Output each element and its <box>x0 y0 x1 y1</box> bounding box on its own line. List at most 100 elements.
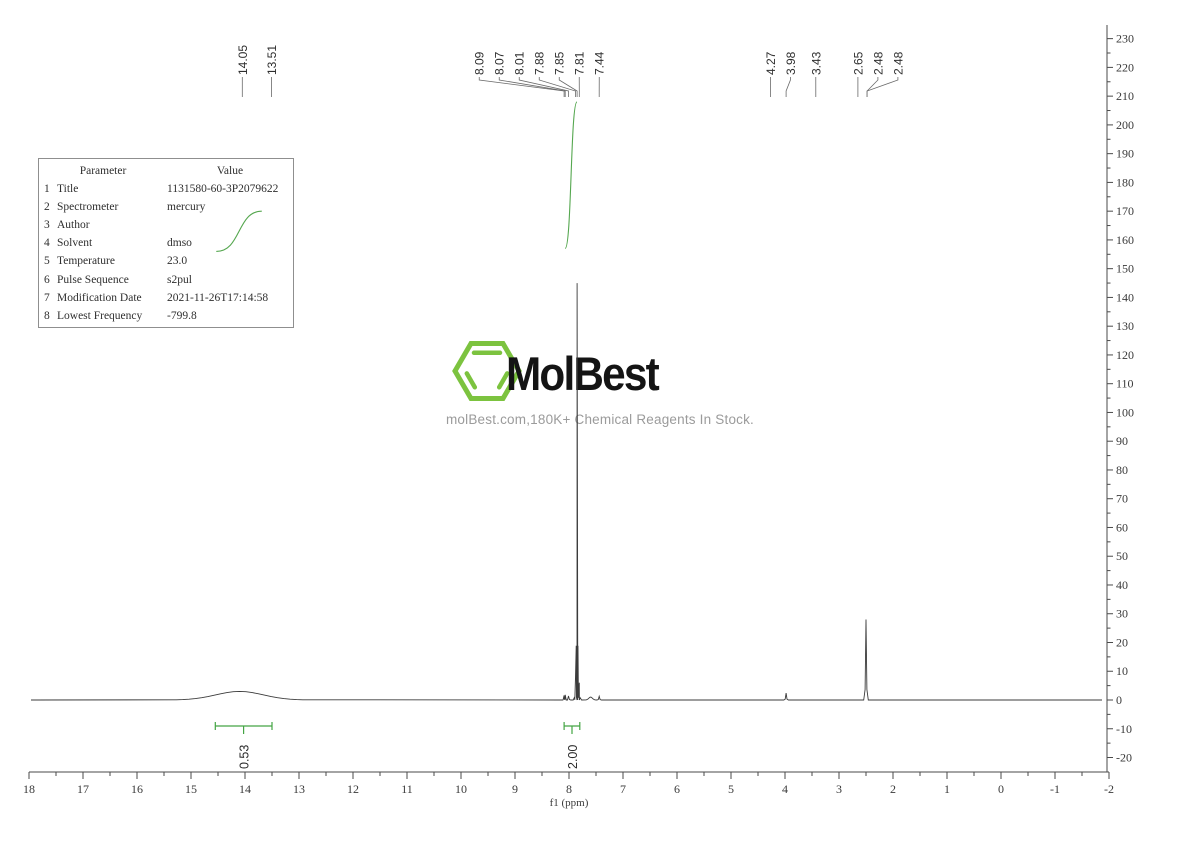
y-tick-label: 150 <box>1116 262 1134 276</box>
peak-label: 2.48 <box>891 51 905 75</box>
peak-label: 7.85 <box>553 51 567 75</box>
parameter-row: 7 Modification Date 2021-11-26T17:14:58 <box>39 289 293 307</box>
y-tick-label: 0 <box>1116 693 1122 707</box>
peak-leader-line <box>538 77 576 97</box>
y-tick-label: 40 <box>1116 578 1128 592</box>
x-tick-label: 15 <box>185 782 197 796</box>
peak-leader-line <box>478 77 565 97</box>
integral-label: 0.53 <box>238 745 252 769</box>
x-tick-label: -2 <box>1104 782 1114 796</box>
parameter-row-value: 23.0 <box>167 255 188 268</box>
y-tick-label: -20 <box>1116 751 1132 765</box>
hexagon-bond-right <box>496 371 510 390</box>
parameter-row-name: Temperature <box>57 255 115 268</box>
peak-leader-line <box>518 77 569 97</box>
peak-label: 3.98 <box>784 51 798 75</box>
peak-leader-line <box>785 77 791 97</box>
y-tick-label: 160 <box>1116 233 1134 247</box>
y-tick-label: 70 <box>1116 492 1128 506</box>
parameter-row-index: 7 <box>44 291 50 304</box>
parameter-row: 4 Solvent dmso <box>39 234 293 252</box>
peak-leader-line <box>866 77 879 97</box>
x-tick-label: 4 <box>782 782 788 796</box>
y-tick-label: 50 <box>1116 549 1128 563</box>
y-tick-label: 130 <box>1116 319 1134 333</box>
value-column-header: Value <box>216 165 244 177</box>
parameter-row-value: -799.8 <box>167 309 197 322</box>
hexagon-bond-left <box>464 371 478 390</box>
x-tick-label: 3 <box>836 782 842 796</box>
x-axis-title: f1 (ppm) <box>550 797 589 809</box>
peak-label: 7.81 <box>573 51 587 75</box>
parameter-row-index: 4 <box>44 237 50 250</box>
y-tick-label: 140 <box>1116 290 1134 304</box>
parameter-row-name: Title <box>57 183 79 196</box>
parameter-row-name: Spectrometer <box>57 201 119 214</box>
x-tick-label: 18 <box>23 782 35 796</box>
peak-label: 8.07 <box>493 51 507 75</box>
y-tick-label: -10 <box>1116 722 1132 736</box>
parameter-table: Parameter Value 1 Title 1131580-60-3P20796… <box>38 158 294 328</box>
integral-bracket <box>214 722 273 734</box>
y-tick-label: 180 <box>1116 175 1134 189</box>
spectrum-trace <box>30 283 1102 701</box>
x-tick-label: 16 <box>131 782 143 796</box>
parameter-row-value: dmso <box>167 237 192 250</box>
parameter-table-body: 1 Title 1131580-60-3P2079622 2 Spectrometer m… <box>39 180 293 325</box>
parameter-row: 5 Temperature 23.0 <box>39 252 293 270</box>
parameter-row-value: 2021-11-26T17:14:58 <box>167 291 269 304</box>
peak-label: 7.88 <box>533 51 547 75</box>
parameter-row: 1 Title 1131580-60-3P2079622 <box>39 180 293 198</box>
parameter-row-index: 2 <box>44 201 50 214</box>
parameter-table-header: Parameter Value <box>39 162 293 180</box>
parameter-row-value: s2pul <box>167 273 192 286</box>
y-tick-label: 30 <box>1116 607 1128 621</box>
peak-leader-line <box>558 77 578 97</box>
parameter-row: 6 Pulse Sequence s2pul <box>39 271 293 289</box>
y-tick-label: 90 <box>1116 434 1128 448</box>
x-tick-label: 13 <box>293 782 305 796</box>
x-tick-label: 14 <box>239 782 251 796</box>
parameter-row-value: mercury <box>167 201 206 214</box>
parameter-row-name: Lowest Frequency <box>57 309 143 322</box>
peak-label: 4.27 <box>764 51 778 75</box>
parameter-row-name: Pulse Sequence <box>57 273 129 286</box>
peak-label: 14.05 <box>236 45 250 75</box>
peak-leader-line <box>498 77 566 97</box>
parameter-row-index: 3 <box>44 219 50 232</box>
y-tick-label: 80 <box>1116 463 1128 477</box>
y-tick-label: 190 <box>1116 147 1134 161</box>
y-tick-label: 220 <box>1116 60 1134 74</box>
x-tick-label: 1 <box>944 782 950 796</box>
peak-label: 8.09 <box>473 51 487 75</box>
parameter-row: 3 Author <box>39 216 293 234</box>
y-tick-label: 110 <box>1116 377 1134 391</box>
parameter-row: 8 Lowest Frequency -799.8 <box>39 307 293 325</box>
peak-label: 7.44 <box>593 51 607 75</box>
parameter-column-header: Parameter <box>79 165 127 177</box>
molbest-hexagon-icon <box>452 341 522 401</box>
y-tick-label: 100 <box>1116 405 1134 419</box>
parameter-row-index: 6 <box>44 273 50 286</box>
x-tick-label: 6 <box>674 782 680 796</box>
x-tick-label: 10 <box>455 782 467 796</box>
x-tick-label: 9 <box>512 782 518 796</box>
parameter-row-name: Author <box>57 219 90 232</box>
parameter-row-name: Modification Date <box>57 291 142 304</box>
y-tick-label: 200 <box>1116 118 1134 132</box>
peak-label: 2.65 <box>851 51 865 75</box>
parameter-row-index: 5 <box>44 255 50 268</box>
y-tick-label: 10 <box>1116 664 1128 678</box>
logo-brand-text: MolBest <box>506 347 660 400</box>
x-tick-label: -1 <box>1050 782 1060 796</box>
integral-curve <box>564 101 578 250</box>
parameter-row-index: 8 <box>44 309 50 322</box>
y-tick-label: 60 <box>1116 520 1128 534</box>
hexagon-outline <box>452 341 522 401</box>
peak-label: 2.48 <box>871 51 885 75</box>
y-tick-label: 170 <box>1116 204 1134 218</box>
peak-label: 8.01 <box>513 51 527 75</box>
